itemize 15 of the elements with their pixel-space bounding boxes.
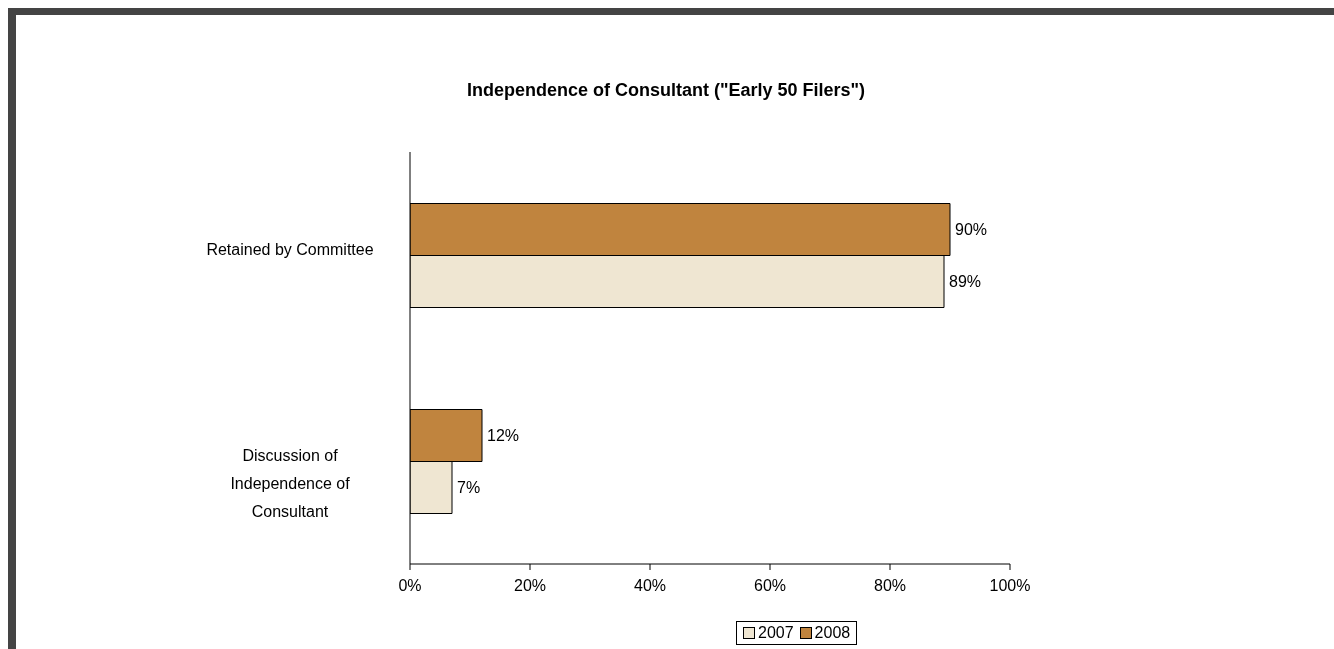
data-label: 89% — [949, 273, 982, 291]
x-tick-label: 0% — [398, 577, 422, 595]
x-tick-label: 80% — [873, 577, 907, 595]
y-tick-label: Retained by Committee — [206, 241, 374, 258]
data-label: 7% — [457, 479, 481, 497]
x-tick-label: 20% — [513, 577, 547, 595]
x-tick-label: 100% — [989, 577, 1031, 595]
legend-label: 2007 — [758, 624, 794, 642]
data-label: 90% — [955, 221, 988, 239]
x-tick-label: 40% — [633, 577, 667, 595]
y-tick-label: Discussion of Independence of Consultant — [230, 447, 351, 520]
data-label: 12% — [487, 427, 520, 445]
legend-label: 2008 — [814, 624, 851, 642]
chart-title: Independence of Consultant ("Early 50 Filers") — [465, 80, 867, 101]
x-tick-label: 60% — [753, 577, 787, 595]
